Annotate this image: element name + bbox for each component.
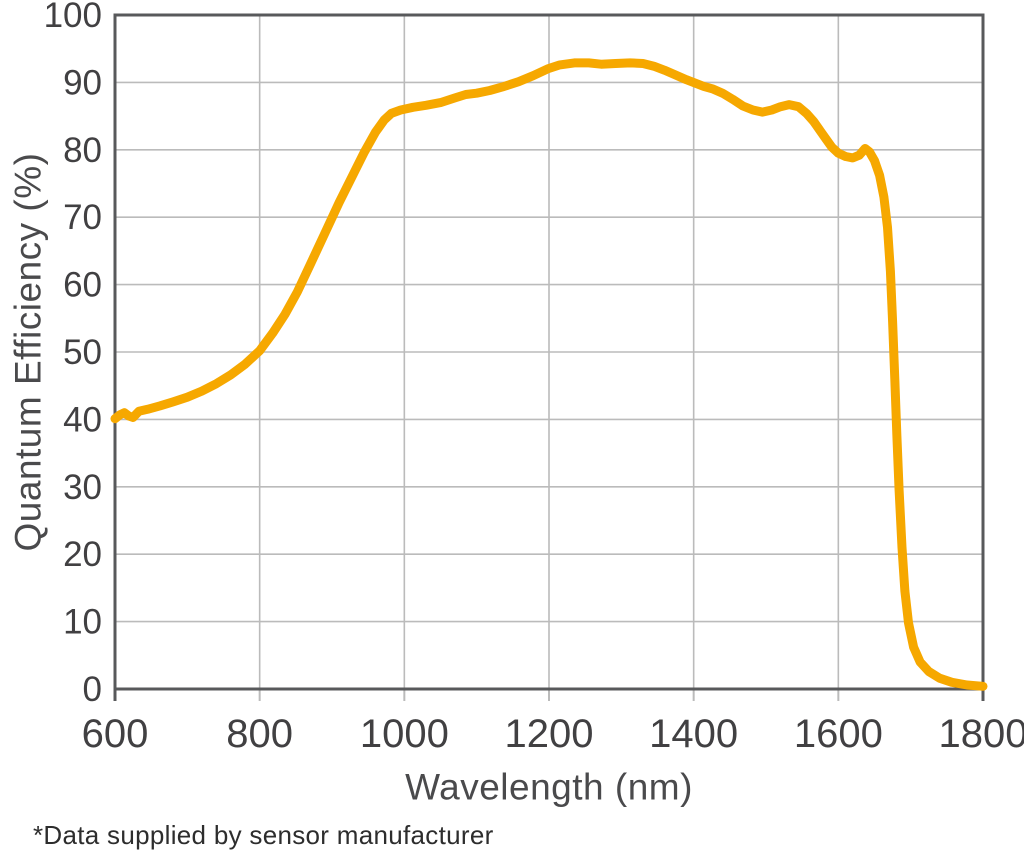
x-tick-label: 1800 bbox=[939, 712, 1024, 756]
y-tick-label: 70 bbox=[63, 198, 102, 237]
x-tick-label: 800 bbox=[226, 712, 293, 756]
x-tick-label: 1200 bbox=[505, 712, 594, 756]
x-tick-label: 1000 bbox=[360, 712, 449, 756]
y-tick-label: 0 bbox=[83, 670, 102, 709]
y-tick-label: 80 bbox=[63, 131, 102, 170]
x-axis-title: Wavelength (nm) bbox=[405, 766, 693, 808]
x-tick-label: 1400 bbox=[649, 712, 738, 756]
y-tick-label: 30 bbox=[63, 468, 102, 507]
qe-curve bbox=[110, 58, 988, 691]
y-tick-label: 50 bbox=[63, 333, 102, 372]
y-axis-title: Quantum Efficiency (%) bbox=[7, 152, 49, 552]
y-tick-label: 20 bbox=[63, 535, 102, 574]
y-tick-label: 90 bbox=[63, 63, 102, 102]
plot-frame bbox=[113, 13, 985, 691]
footnote: *Data supplied by sensor manufacturer bbox=[33, 820, 494, 850]
x-tick-label: 600 bbox=[82, 712, 149, 756]
y-tick-label: 40 bbox=[63, 400, 102, 439]
y-tick-label: 60 bbox=[63, 266, 102, 305]
x-tick-label: 1600 bbox=[794, 712, 883, 756]
y-tick-label: 10 bbox=[63, 603, 102, 642]
y-tick-label: 100 bbox=[44, 0, 102, 35]
